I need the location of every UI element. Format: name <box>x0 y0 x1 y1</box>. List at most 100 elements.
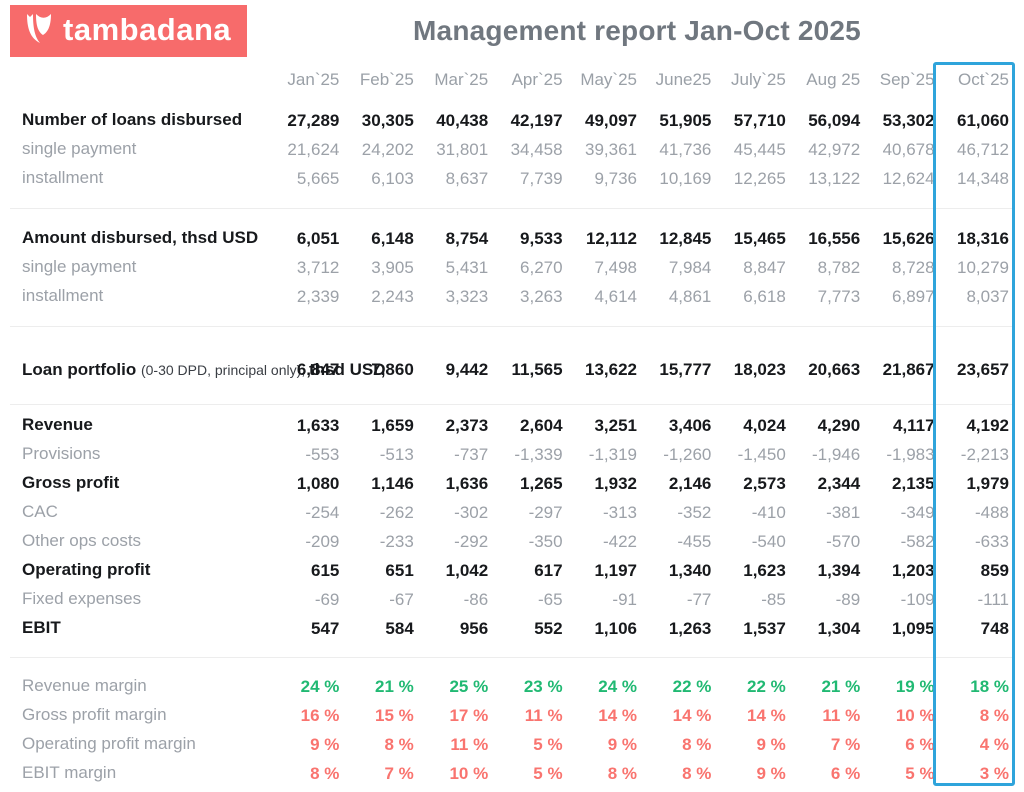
value-cell: 1,636 <box>445 473 489 493</box>
section-divider <box>10 208 1014 209</box>
value-cell: 5 % <box>533 763 563 783</box>
value-cell: 2,135 <box>892 473 935 493</box>
value-cell: 5,665 <box>296 168 340 188</box>
value-cell: 6,148 <box>371 228 414 248</box>
value-cell: 2,344 <box>817 473 861 493</box>
value-cell: 8,637 <box>445 168 489 188</box>
row-label: Revenue margin <box>22 676 147 696</box>
value-cell: 21 % <box>821 676 861 696</box>
value-cell: 5,431 <box>445 257 489 277</box>
value-cell: 6 % <box>830 763 861 783</box>
row-label: installment <box>22 286 104 306</box>
column-header: Sep`25 <box>879 70 935 89</box>
value-cell: -582 <box>900 531 935 551</box>
value-cell: 2,373 <box>445 415 489 435</box>
value-cell: -553 <box>305 444 340 464</box>
value-cell: 46,712 <box>957 139 1009 159</box>
value-cell: 9 % <box>756 734 786 754</box>
column-header: July`25 <box>730 70 786 89</box>
value-cell: 1,080 <box>296 473 340 493</box>
value-cell: 8 % <box>310 763 340 783</box>
brand-name: tambadana <box>63 11 232 47</box>
value-cell: 8 % <box>682 763 712 783</box>
value-cell: -350 <box>528 531 563 551</box>
value-cell: -109 <box>900 589 935 609</box>
page-title: Management report Jan-Oct 2025 <box>413 15 861 46</box>
value-cell: 617 <box>534 560 563 580</box>
value-cell: 24 % <box>598 676 637 696</box>
tambadana-logo: tambadana <box>10 5 248 57</box>
value-cell: 14,348 <box>957 168 1009 188</box>
value-cell: 1,659 <box>371 415 414 435</box>
value-cell: 615 <box>311 560 340 580</box>
value-cell: 7,739 <box>520 168 563 188</box>
value-cell: 16 % <box>300 705 340 725</box>
value-cell: 4,614 <box>594 286 637 306</box>
value-cell: 39,361 <box>585 139 637 159</box>
value-cell: 1,106 <box>594 618 637 638</box>
table-row: Loan portfolio (0-30 DPD, principal only… <box>10 342 1014 398</box>
value-cell: 21,624 <box>287 139 340 159</box>
value-cell: 4,024 <box>743 415 786 435</box>
value-cell: 1,633 <box>296 415 340 435</box>
value-cell: 1,197 <box>594 560 637 580</box>
value-cell: 3,712 <box>296 257 340 277</box>
row-label: Fixed expenses <box>22 589 142 609</box>
value-cell: 15,777 <box>659 360 712 379</box>
value-cell: -455 <box>677 531 712 551</box>
value-cell: -349 <box>900 502 935 522</box>
table-section: Revenue margin 24 % 21 % 25 % 23 % 24 % 22 % 22… <box>10 672 1014 788</box>
row-label: Revenue <box>22 415 93 435</box>
table-row: Provisions -553 -513 -737 -1,339 -1,319 -1,260… <box>10 440 1014 469</box>
value-cell: 9,442 <box>445 360 489 379</box>
value-cell: -233 <box>379 531 414 551</box>
value-cell: 18 % <box>970 676 1009 696</box>
value-cell: 1,340 <box>668 560 712 580</box>
value-cell: -2,213 <box>960 444 1009 464</box>
value-cell: 1,932 <box>594 473 637 493</box>
value-cell: 45,445 <box>733 139 786 159</box>
value-cell: 2,339 <box>296 286 340 306</box>
value-cell: 1,263 <box>668 618 712 638</box>
value-cell: 8,037 <box>966 286 1009 306</box>
value-cell: 9,533 <box>520 228 563 248</box>
column-header: Jan`25 <box>287 70 340 89</box>
value-cell: 1,042 <box>445 560 489 580</box>
value-cell: 4,861 <box>668 286 712 306</box>
value-cell: 13,622 <box>585 360 637 379</box>
value-cell: 51,905 <box>659 110 712 130</box>
section-divider <box>10 657 1014 658</box>
value-cell: 21 % <box>375 676 414 696</box>
value-cell: 1,979 <box>966 473 1009 493</box>
row-label: EBIT margin <box>22 763 117 783</box>
value-cell: 49,097 <box>585 110 637 130</box>
value-cell: 7,984 <box>668 257 712 277</box>
row-label: Operating profit margin <box>22 734 196 754</box>
value-cell: 18,316 <box>957 228 1009 248</box>
row-label: single payment <box>22 257 137 277</box>
value-cell: 57,710 <box>733 110 786 130</box>
row-label: Other ops costs <box>22 531 142 551</box>
value-cell: 8 % <box>607 763 637 783</box>
row-label: Number of loans disbursed <box>22 110 243 130</box>
value-cell: 11 % <box>450 734 489 754</box>
table-row: EBIT 547 584 956 552 1,106 1,263 1,537 1,304 1,09… <box>10 614 1014 643</box>
value-cell: -91 <box>612 589 637 609</box>
value-cell: 61,060 <box>957 110 1009 130</box>
row-label: CAC <box>22 502 58 522</box>
value-cell: 25 % <box>449 676 489 696</box>
value-cell: 15,465 <box>733 228 786 248</box>
table-row: single payment 3,712 3,905 5,431 6,270 7,498 7… <box>10 253 1014 282</box>
value-cell: 8 % <box>979 705 1009 725</box>
value-cell: 1,203 <box>892 560 935 580</box>
value-cell: 18,023 <box>733 360 786 379</box>
table-row: Amount disbursed, thsd USD 6,051 6,148 8,75… <box>10 224 1014 253</box>
table-section: Revenue 1,633 1,659 2,373 2,604 3,251 3,406 4,0… <box>10 411 1014 643</box>
value-cell: 17 % <box>449 705 489 725</box>
value-cell: 12,624 <box>882 168 935 188</box>
value-cell: -488 <box>974 502 1009 522</box>
value-cell: 7,860 <box>371 360 414 379</box>
value-cell: 16,556 <box>808 228 861 248</box>
value-cell: 6 % <box>905 734 935 754</box>
table-row: Number of loans disbursed 27,289 30,305 40,… <box>10 106 1014 135</box>
